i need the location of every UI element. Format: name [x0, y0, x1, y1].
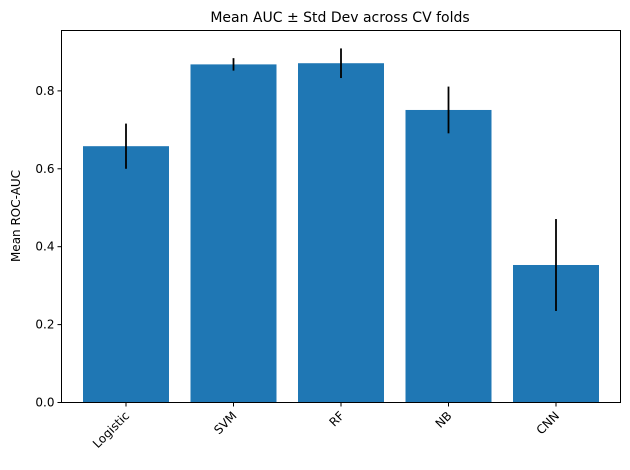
x-tick-label-svm: SVM	[211, 409, 239, 437]
x-axis: Logistic SVM RF NB CNN	[90, 402, 563, 451]
x-tick-label-logistic: Logistic	[90, 409, 132, 451]
bar-logistic	[83, 146, 169, 403]
bar-group	[83, 63, 599, 403]
y-tick-label: 0.6	[35, 162, 54, 176]
y-axis-label: Mean ROC-AUC	[9, 170, 23, 262]
x-tick-label-cnn: CNN	[534, 409, 563, 438]
x-tick-label-rf: RF	[326, 409, 347, 430]
y-tick-label: 0.0	[35, 396, 54, 410]
bar-rf	[298, 63, 384, 403]
chart-title: Mean AUC ± Std Dev across CV folds	[210, 10, 469, 26]
bar-svm	[190, 64, 277, 403]
bar-nb	[405, 109, 492, 403]
y-tick-label: 0.4	[35, 240, 54, 254]
plot-frame	[61, 30, 621, 403]
y-tick-label: 0.2	[35, 318, 54, 332]
x-tick-label-nb: NB	[433, 409, 455, 431]
y-axis: 0.0 0.2 0.4 0.6 0.8	[35, 84, 62, 410]
y-tick-label: 0.8	[35, 84, 54, 98]
error-bar-group	[125, 48, 557, 311]
